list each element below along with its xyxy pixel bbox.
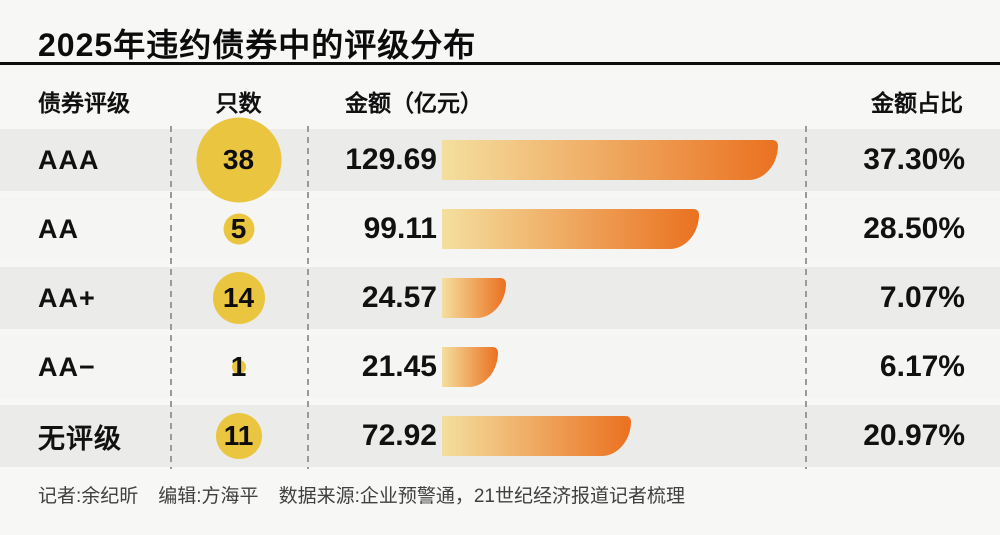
rating-label: 无评级 (38, 423, 122, 454)
table-row: AA− 1 21.45 6.17% (0, 336, 1000, 398)
amount-cell: 21.45 (307, 336, 805, 398)
title-underline (0, 62, 1000, 65)
amount-cell: 129.69 (307, 129, 805, 191)
amount-bar (442, 278, 506, 318)
count-label: 5 (230, 213, 247, 244)
column-separator (170, 126, 172, 469)
count-label: 38 (222, 144, 255, 175)
table-row: 无评级 11 72.92 20.97% (0, 405, 1000, 467)
count-bubble (231, 360, 246, 374)
pct-label: 6.17% (879, 350, 965, 383)
count-bubble (215, 413, 262, 459)
count-cell: 14 (170, 267, 307, 329)
table-row: AA+ 14 24.57 7.07% (0, 267, 1000, 329)
header-rating: 债券评级 (38, 90, 130, 116)
count-label: 14 (222, 282, 255, 313)
page-title: 2025年违约债券中的评级分布 (38, 27, 477, 63)
amount-cell: 72.92 (307, 405, 805, 467)
column-separator (805, 126, 807, 469)
count-label: 11 (223, 420, 254, 451)
pct-label: 37.30% (863, 143, 965, 176)
amount-label: 21.45 (361, 350, 437, 383)
editor-credit: 编辑:方海平 (158, 486, 259, 507)
table-body: AAA 38 129.69 37.30% AA 5 99.11 28.50% (0, 117, 1000, 474)
count-cell: 11 (170, 405, 307, 467)
header-pct: 金额占比 (871, 90, 963, 116)
amount-bar (442, 140, 778, 180)
column-separator (307, 126, 309, 469)
amount-bar (442, 416, 631, 456)
pct-label: 20.97% (863, 419, 965, 452)
pct-label: 28.50% (863, 212, 965, 245)
count-cell: 5 (170, 198, 307, 260)
data-source: 数据来源:企业预警通，21世纪经济报道记者梳理 (278, 486, 685, 507)
table-row: AAA 38 129.69 37.30% (0, 117, 1000, 203)
table-row: AA 5 99.11 28.50% (0, 198, 1000, 260)
amount-label: 24.57 (361, 281, 437, 314)
header-amount: 金额（亿元） (345, 90, 483, 116)
pct-label: 7.07% (879, 281, 965, 314)
rating-label: AA− (38, 351, 96, 382)
rating-label: AAA (38, 144, 100, 175)
reporter-credit: 记者:余纪昕 (38, 486, 139, 507)
count-cell: 38 (170, 117, 307, 203)
count-bubble (196, 117, 281, 203)
amount-label: 99.11 (363, 212, 437, 245)
header-count: 只数 (215, 90, 262, 116)
amount-bar (442, 347, 498, 387)
amount-label: 72.92 (361, 419, 437, 452)
rating-label: AA+ (38, 282, 96, 313)
table-header: 债券评级 只数 金额（亿元） 金额占比 (0, 82, 1000, 116)
count-label: 1 (230, 351, 247, 382)
footer-credits: 记者:余纪昕 编辑:方海平 数据来源:企业预警通，21世纪经济报道记者梳理 (38, 481, 685, 508)
amount-cell: 24.57 (307, 267, 805, 329)
amount-cell: 99.11 (307, 198, 805, 260)
amount-bar (442, 209, 699, 249)
count-cell: 1 (170, 336, 307, 398)
count-bubble (212, 272, 265, 324)
count-bubble (223, 213, 254, 245)
rating-label: AA (38, 213, 79, 244)
amount-label: 129.69 (345, 143, 437, 176)
